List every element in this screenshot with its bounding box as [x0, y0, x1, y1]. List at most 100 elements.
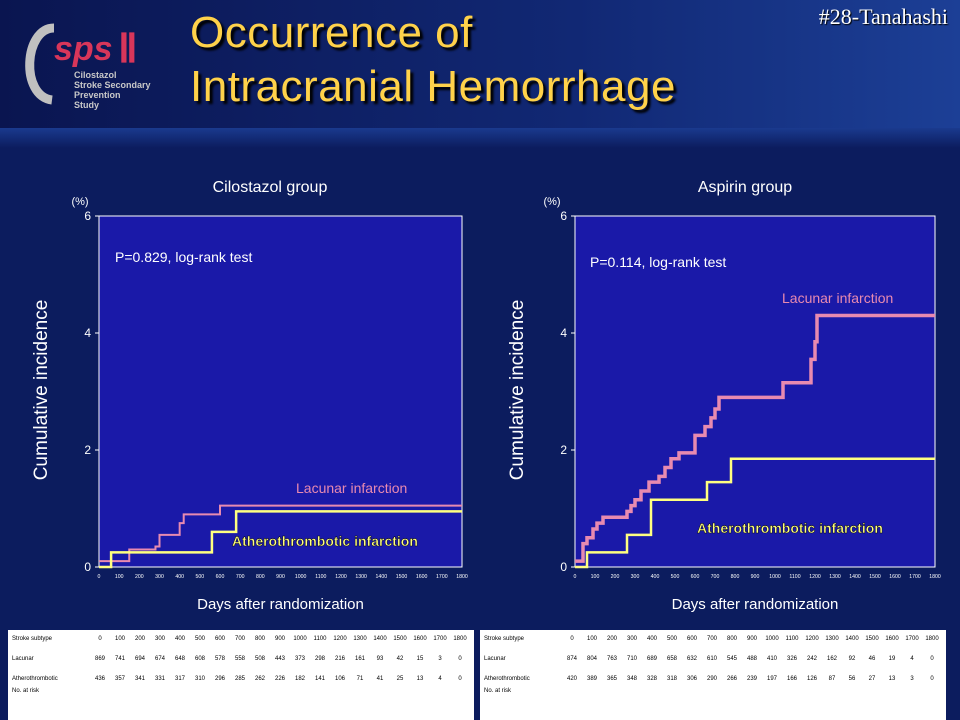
risk-cell: 262 [254, 676, 265, 682]
x-tick-label: 700 [236, 574, 245, 580]
risk-table-row: Lacunar 869 741 694 674 648 608 578 558 508 443 373… [8, 656, 474, 668]
risk-cell: 545 [726, 656, 737, 662]
risk-cell: 443 [274, 656, 285, 662]
x-axis-label: Days after randomization [672, 596, 839, 613]
x-tick-label: 1100 [789, 574, 800, 580]
risk-cell: 239 [746, 676, 757, 682]
risk-cell: 300 [626, 636, 637, 642]
lacunar-series-line [575, 313, 935, 563]
risk-cell: 869 [94, 656, 105, 662]
x-tick-label: 1200 [809, 574, 821, 580]
risk-cell: 1600 [885, 636, 899, 642]
risk-cell: 400 [174, 636, 185, 642]
x-tick-label: 1700 [909, 574, 921, 580]
lacunar-series-label: Lacunar infarction [782, 290, 893, 306]
y-tick-label: 4 [560, 326, 567, 340]
x-tick-label: 1100 [315, 574, 326, 580]
risk-cell: 1700 [905, 636, 919, 642]
risk-row-label: Atherothrombotic [12, 676, 58, 682]
x-tick-label: 1600 [889, 574, 901, 580]
x-tick-label: 300 [631, 574, 640, 580]
risk-cell: 1400 [373, 636, 387, 642]
risk-cell: 100 [114, 636, 125, 642]
risk-row-label: Lacunar [484, 656, 506, 662]
x-tick-label: 200 [611, 574, 620, 580]
risk-cell: 200 [134, 636, 145, 642]
risk-cell: 42 [396, 656, 404, 662]
x-tick-label: 0 [98, 574, 101, 580]
risk-row-label: Atherothrombotic [484, 676, 530, 682]
risk-cell: 0 [458, 656, 462, 662]
risk-cell: 508 [254, 656, 265, 662]
risk-cell: 166 [786, 676, 797, 682]
risk-cell: 710 [626, 656, 637, 662]
risk-cell: 694 [134, 656, 145, 662]
risk-cell: 27 [868, 676, 876, 682]
risk-cell: 318 [666, 676, 677, 682]
risk-cell: 1500 [865, 636, 879, 642]
risk-cell: 1400 [845, 636, 859, 642]
risk-table-header-row: Stroke subtype 0 100 200 300 400 500 600 700 800 9… [8, 636, 474, 648]
x-tick-label: 1500 [396, 574, 408, 580]
chart-title: Cilostazol group [213, 179, 328, 196]
x-tick-label: 500 [671, 574, 680, 580]
risk-cell: 700 [234, 636, 245, 642]
x-tick-label: 600 [216, 574, 225, 580]
risk-cell: 162 [826, 656, 837, 662]
risk-cell: 41 [376, 676, 384, 682]
logo-numeral: Ⅱ [118, 27, 138, 71]
risk-cell: 25 [396, 676, 404, 682]
risk-cell: 15 [416, 656, 424, 662]
logo-line-2: Stroke Secondary [74, 80, 151, 90]
risk-cell: 4 [438, 676, 442, 682]
risk-cell: 804 [586, 656, 597, 662]
x-tick-label: 1800 [929, 574, 941, 580]
risk-cell: 357 [114, 676, 125, 682]
atherothrombotic-series-label: Atherothrombotic infarction [697, 520, 883, 536]
x-tick-label: 1000 [295, 574, 307, 580]
risk-cell: 341 [134, 676, 145, 682]
x-tick-label: 800 [256, 574, 265, 580]
lacunar-series-label: Lacunar infarction [296, 480, 407, 496]
risk-cell: 400 [646, 636, 657, 642]
risk-cell: 348 [626, 676, 637, 682]
risk-cell: 674 [154, 656, 165, 662]
risk-cell: 266 [726, 676, 737, 682]
risk-cell: 328 [646, 676, 657, 682]
risk-cell: 4 [910, 656, 914, 662]
risk-table-aspirin: Stroke subtype 0 100 200 300 400 500 600 700 800 9… [480, 630, 946, 720]
risk-cell: 100 [586, 636, 597, 642]
x-tick-label: 300 [155, 574, 164, 580]
risk-cell: 290 [706, 676, 717, 682]
x-tick-label: 700 [711, 574, 720, 580]
y-tick-label: 0 [84, 560, 91, 574]
risk-cell: 600 [686, 636, 697, 642]
risk-cell: 182 [294, 676, 305, 682]
risk-cell: 610 [706, 656, 717, 662]
y-tick-label: 2 [84, 443, 91, 457]
risk-cell: 13 [416, 676, 424, 682]
risk-cell: 1200 [805, 636, 819, 642]
logo-line-3: Prevention [74, 90, 121, 100]
risk-cell: 296 [214, 676, 225, 682]
x-tick-label: 1800 [456, 574, 468, 580]
atherothrombotic-series-label: Atherothrombotic infarction [232, 533, 418, 549]
x-tick-label: 0 [574, 574, 577, 580]
risk-cell: 800 [726, 636, 737, 642]
risk-table-row: Atherothrombotic 436 357 341 331 317 310 296 285… [8, 676, 474, 688]
risk-cell: 578 [214, 656, 225, 662]
risk-cell: 331 [154, 676, 165, 682]
risk-cell: 242 [806, 656, 817, 662]
risk-cell: 161 [354, 656, 365, 662]
risk-cell: 317 [174, 676, 185, 682]
x-axis-label: Days after randomization [197, 596, 364, 613]
risk-cell: 373 [294, 656, 305, 662]
y-axis-label: Cumulative incidence [507, 300, 528, 481]
risk-cell: 900 [746, 636, 757, 642]
risk-row-label: Lacunar [12, 656, 34, 662]
risk-cell: 1600 [413, 636, 427, 642]
y-unit-label: (%) [71, 196, 88, 208]
risk-cell: 216 [334, 656, 345, 662]
plot-area [574, 215, 936, 568]
x-tick-label: 1300 [355, 574, 367, 580]
